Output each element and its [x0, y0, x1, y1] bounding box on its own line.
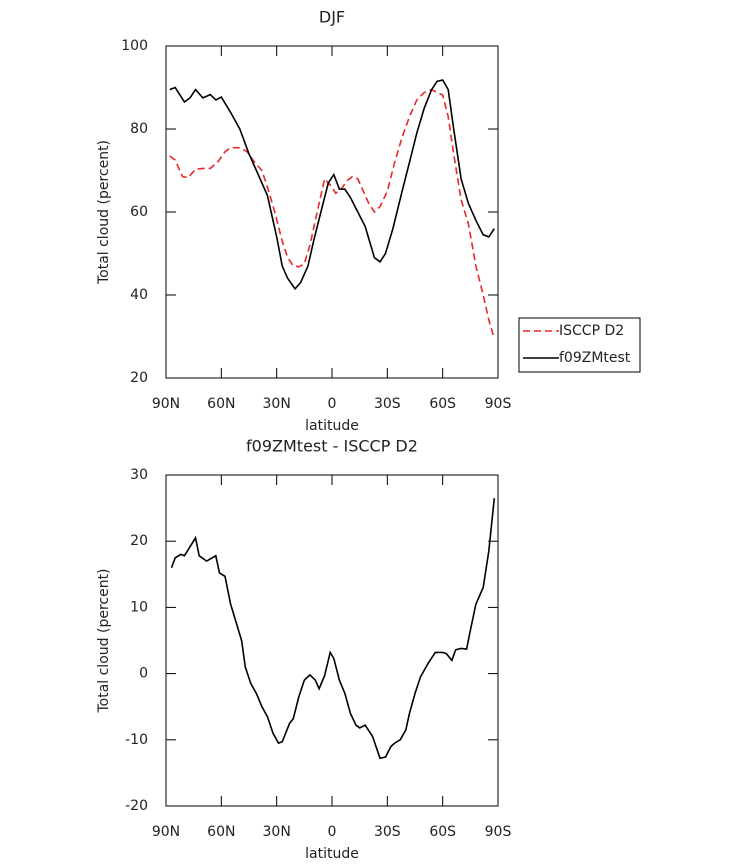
- x-tick-label: 90N: [152, 824, 180, 840]
- x-tick-label: 60N: [207, 824, 235, 840]
- x-tick-label: 30S: [374, 824, 401, 840]
- y-axis-label: Total cloud (percent): [96, 140, 112, 285]
- x-tick-label: 90S: [485, 396, 512, 412]
- y-tick-label: 60: [130, 204, 148, 220]
- legend-label: ISCCP D2: [559, 323, 624, 339]
- y-tick-label: 40: [130, 287, 148, 303]
- x-tick-label: 60S: [429, 824, 456, 840]
- x-tick-label: 60N: [207, 396, 235, 412]
- x-axis-label: latitude: [305, 418, 359, 434]
- data-line: [169, 79, 495, 291]
- y-tick-label: 80: [130, 121, 148, 137]
- x-tick-label: 90S: [485, 824, 512, 840]
- plot-frame: [165, 474, 499, 807]
- y-tick-label: 20: [130, 370, 148, 386]
- y-tick-label: 20: [130, 533, 148, 549]
- x-axis-label: latitude: [305, 846, 359, 862]
- x-tick-label: 30S: [374, 396, 401, 412]
- x-tick-label: 30N: [263, 824, 291, 840]
- y-tick-label: -20: [125, 798, 148, 814]
- chart-title: DJF: [319, 8, 345, 27]
- x-tick-label: 90N: [152, 396, 180, 412]
- legend-box: [518, 317, 641, 373]
- y-tick-label: 0: [139, 666, 148, 682]
- y-tick-label: 100: [121, 38, 148, 54]
- x-tick-label: 0: [328, 824, 337, 840]
- chart-title: f09ZMtest - ISCCP D2: [246, 437, 418, 456]
- y-axis-label: Total cloud (percent): [96, 568, 112, 713]
- x-tick-label: 0: [328, 396, 337, 412]
- y-tick-label: -10: [125, 732, 148, 748]
- plot-frame: [165, 45, 499, 379]
- x-tick-label: 60S: [429, 396, 456, 412]
- y-tick-label: 30: [130, 467, 148, 483]
- legend-label: f09ZMtest: [559, 350, 631, 366]
- data-line: [169, 88, 496, 339]
- data-line: [170, 498, 496, 760]
- y-tick-label: 10: [130, 599, 148, 615]
- x-tick-label: 30N: [263, 396, 291, 412]
